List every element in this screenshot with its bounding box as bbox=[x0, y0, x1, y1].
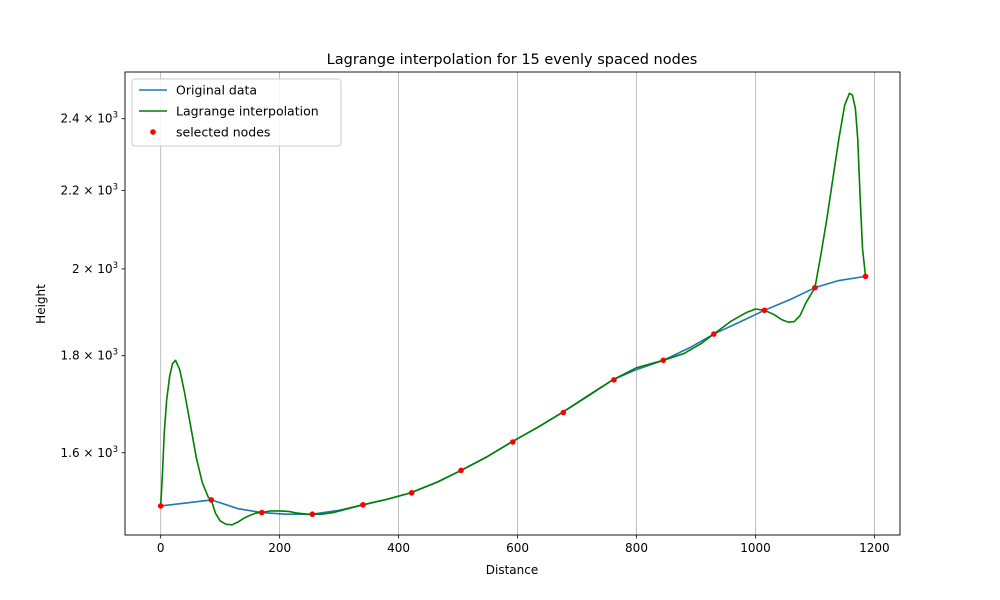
legend-label: Lagrange interpolation bbox=[176, 104, 319, 119]
node-point bbox=[761, 307, 768, 314]
node-point bbox=[812, 284, 818, 291]
node-point bbox=[611, 377, 617, 383]
node-point bbox=[862, 273, 869, 280]
y-axis-label: Height bbox=[34, 284, 48, 324]
node-point bbox=[458, 467, 464, 474]
node-point bbox=[258, 509, 265, 516]
y-tick-label: 1.6 × 103 bbox=[61, 445, 118, 460]
legend-label: Original data bbox=[176, 83, 257, 98]
series-layer bbox=[157, 92, 869, 526]
node-point bbox=[560, 409, 567, 416]
y-tick-label: 2 × 103 bbox=[72, 261, 118, 276]
y-tick-label: 2.4 × 103 bbox=[61, 111, 118, 126]
x-tick-label: 400 bbox=[387, 541, 410, 555]
node-point bbox=[157, 503, 164, 509]
x-axis-label: Distance bbox=[486, 563, 538, 577]
x-tick-label: 800 bbox=[625, 541, 648, 555]
legend-box bbox=[131, 78, 342, 147]
series-line bbox=[159, 92, 867, 526]
node-point bbox=[509, 439, 516, 445]
legend-point-swatch bbox=[150, 129, 156, 135]
legend: Original data Lagrange interpolation selec… bbox=[131, 78, 342, 147]
legend-label: selected nodes bbox=[176, 125, 270, 140]
node-point bbox=[208, 497, 215, 503]
chart-title: Lagrange interpolation for 15 evenly spa… bbox=[327, 52, 698, 68]
x-tick-label: 200 bbox=[268, 541, 291, 555]
y-axis-ticks: 1.6 × 103 1.8 × 103 2 × 103 2.2 × 103 2.4 × … bbox=[61, 111, 125, 460]
x-axis-ticks: 0 200 400 600 800 1000 1200 bbox=[157, 535, 890, 555]
node-point bbox=[660, 357, 667, 364]
node-point bbox=[309, 511, 316, 518]
node-point bbox=[408, 490, 415, 496]
plot-frame bbox=[124, 71, 901, 536]
node-point bbox=[360, 502, 366, 508]
node-point bbox=[711, 331, 717, 337]
y-tick-label: 2.2 × 103 bbox=[61, 182, 118, 197]
x-tick-label: 1200 bbox=[859, 541, 890, 555]
x-tick-label: 1000 bbox=[740, 541, 771, 555]
y-tick-label: 1.8 × 103 bbox=[61, 348, 118, 363]
grid-lines bbox=[160, 72, 875, 535]
x-tick-label: 0 bbox=[157, 541, 165, 555]
x-tick-label: 600 bbox=[506, 541, 529, 555]
